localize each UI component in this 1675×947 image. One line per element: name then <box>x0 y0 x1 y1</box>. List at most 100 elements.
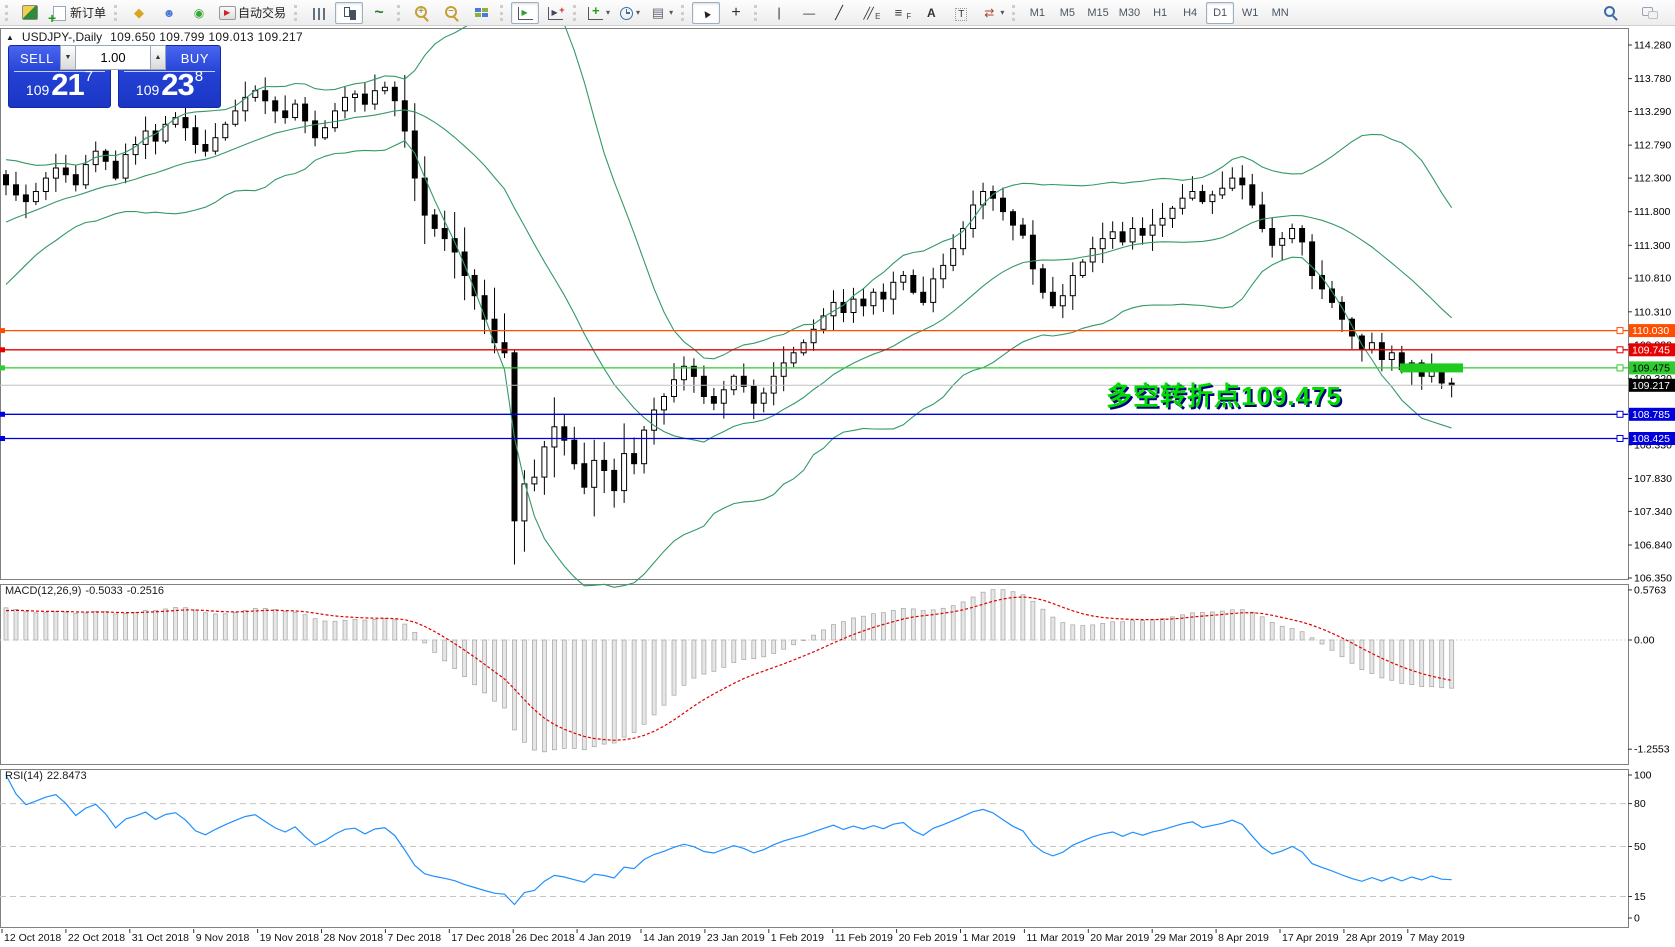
indicators-icon[interactable]: ▾ <box>584 2 614 24</box>
tf-mn-button[interactable]: MN <box>1266 2 1294 24</box>
price-label-boxes: 110.030 109.745 109.475 108.785 108.425 109.2… <box>1629 324 1675 445</box>
trendline-icon[interactable] <box>825 2 853 24</box>
tf-m5-button[interactable]: M5 <box>1053 2 1081 24</box>
ask-price: 109238 <box>135 67 204 102</box>
svg-text:113.290: 113.290 <box>1634 106 1671 118</box>
equidistant-channel-icon <box>859 5 875 21</box>
pivot-line-109475-right-marker[interactable] <box>1616 364 1624 372</box>
macd-value-signal: -0.2516 <box>126 585 165 597</box>
app-icon[interactable] <box>16 2 44 24</box>
zoom-out-icon[interactable] <box>438 2 466 24</box>
market-watch-icon[interactable] <box>125 2 153 24</box>
search-icon <box>1603 5 1618 20</box>
candlestick-chart-icon[interactable] <box>335 1 364 24</box>
new-order-button[interactable]: 新订单 <box>46 2 110 26</box>
tf-d1-button[interactable]: D1 <box>1206 1 1235 24</box>
resistance-line-110030-right-marker[interactable] <box>1616 327 1624 335</box>
volume-control: ▼ ▲ <box>60 45 166 70</box>
indicators-icon-dropdown-caret[interactable]: ▾ <box>606 8 611 17</box>
macd-name: MACD(12,26,9) <box>5 585 82 597</box>
rsi-indicator-label: RSI(14) 22.8473 <box>5 770 91 782</box>
templates-icon <box>650 5 666 21</box>
text-icon[interactable] <box>917 2 945 24</box>
signals-icon <box>191 5 207 21</box>
svg-text:108.785: 108.785 <box>1632 409 1670 421</box>
fibonacci-icon-sub: F <box>906 12 912 21</box>
support-line-108425-right-marker[interactable] <box>1616 435 1624 442</box>
volume-up-button[interactable]: ▲ <box>150 45 166 70</box>
tf-m30-button-label: M30 <box>1118 6 1141 19</box>
line-chart-icon[interactable] <box>365 2 393 24</box>
tf-m30-button[interactable]: M30 <box>1115 2 1144 24</box>
svg-text:8 Apr 2019: 8 Apr 2019 <box>1218 932 1269 944</box>
ohlc-values: 109.650 109.799 109.013 109.217 <box>110 30 303 44</box>
zoom-out-icon <box>444 5 460 21</box>
arrows-icon[interactable]: ▾ <box>977 2 1008 24</box>
tile-windows-icon[interactable] <box>468 2 496 24</box>
vertical-line-icon <box>771 5 787 21</box>
rsi-pane[interactable] <box>0 769 1629 928</box>
pivot-line-109475-left-marker <box>0 365 5 371</box>
main-pane[interactable] <box>0 28 1629 580</box>
arrows-icon-dropdown-caret[interactable]: ▾ <box>1000 8 1005 17</box>
tf-mn-button-label: MN <box>1271 6 1289 19</box>
tf-h4-button-label: H4 <box>1183 6 1198 19</box>
sell-label: SELL <box>20 51 54 66</box>
chat-icon[interactable] <box>1636 2 1664 24</box>
svg-text:17 Dec 2018: 17 Dec 2018 <box>451 932 511 944</box>
auto-scroll-icon[interactable] <box>511 1 540 24</box>
bar-chart-icon[interactable] <box>305 2 333 24</box>
volume-input[interactable] <box>76 45 150 70</box>
svg-text:17 Apr 2019: 17 Apr 2019 <box>1282 932 1339 944</box>
toolbar-group-grip <box>573 4 579 21</box>
text-label-icon <box>953 5 969 21</box>
horizontal-line-icon[interactable] <box>795 2 823 24</box>
sell-button[interactable]: SELL 109217 <box>8 45 111 108</box>
svg-text:1 Mar 2019: 1 Mar 2019 <box>963 932 1016 944</box>
chart-shift-icon[interactable] <box>541 2 569 24</box>
support-line-108785-right-marker[interactable] <box>1616 410 1624 418</box>
svg-text:106.840: 106.840 <box>1634 540 1672 552</box>
resistance-line-109745-right-marker[interactable] <box>1616 346 1624 354</box>
fibonacci-icon[interactable]: F <box>886 2 915 24</box>
search-icon[interactable] <box>1596 2 1624 24</box>
periods-icon-dropdown-caret[interactable]: ▾ <box>636 8 641 17</box>
vertical-line-icon[interactable] <box>765 2 793 24</box>
signals-icon[interactable] <box>185 2 213 24</box>
profiles-icon[interactable] <box>155 2 183 24</box>
crosshair-icon <box>728 5 744 21</box>
macd-pane[interactable] <box>0 584 1629 765</box>
tf-m1-button[interactable]: M1 <box>1023 2 1051 24</box>
svg-text:11 Mar 2019: 11 Mar 2019 <box>1026 932 1084 944</box>
crosshair-icon[interactable] <box>722 2 750 24</box>
svg-text:106.350: 106.350 <box>1634 573 1672 585</box>
tf-h4-button[interactable]: H4 <box>1176 2 1204 24</box>
tf-h1-button[interactable]: H1 <box>1146 2 1174 24</box>
toolbar-group-grip <box>397 4 403 21</box>
collapse-panel-icon[interactable]: ▲ <box>6 32 14 42</box>
auto-trading-button[interactable]: 自动交易 <box>215 2 290 24</box>
periods-icon[interactable]: ▾ <box>616 2 644 24</box>
cursor-icon <box>698 5 714 21</box>
tf-d1-button-label: D1 <box>1213 6 1228 19</box>
pivot-highlight-bar[interactable] <box>1400 363 1463 373</box>
svg-text:12 Oct 2018: 12 Oct 2018 <box>4 932 61 944</box>
indicators-icon <box>588 5 604 20</box>
tf-m15-button[interactable]: M15 <box>1083 2 1112 24</box>
toolbar-group-grip <box>1012 4 1018 21</box>
equidistant-channel-icon[interactable]: E <box>855 2 884 24</box>
rsi-layer <box>0 774 1628 906</box>
support-line-108785-price-label <box>1629 407 1675 421</box>
zoom-in-icon[interactable] <box>408 2 436 24</box>
svg-text:113.780: 113.780 <box>1634 73 1671 85</box>
text-label-icon[interactable] <box>947 2 975 24</box>
templates-icon[interactable]: ▾ <box>646 2 677 24</box>
trendline-icon <box>831 5 847 21</box>
toolbar-group-grip <box>681 4 687 21</box>
bollinger-upper-line <box>5 0 1453 360</box>
volume-down-button[interactable]: ▼ <box>60 45 76 70</box>
templates-icon-dropdown-caret[interactable]: ▾ <box>669 8 674 17</box>
cursor-icon[interactable] <box>692 1 721 24</box>
tf-w1-button[interactable]: W1 <box>1236 2 1264 24</box>
